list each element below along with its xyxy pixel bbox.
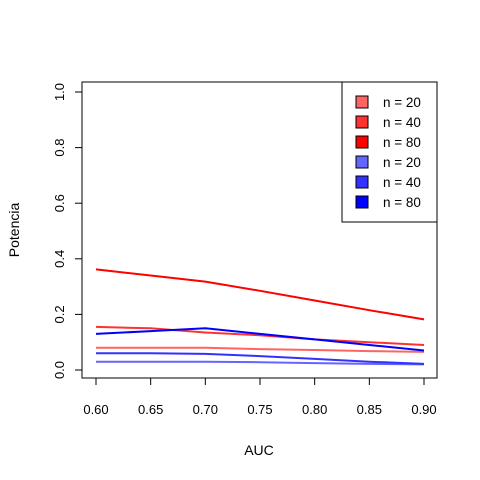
y-tick-label: 0.6: [52, 194, 67, 212]
series-line-6: [95, 327, 425, 352]
legend-swatch: [355, 135, 369, 149]
series-layer: [95, 268, 425, 366]
series-line-4: [96, 360, 425, 366]
x-tick-label: 0.80: [302, 402, 327, 417]
legend-swatch: [355, 115, 369, 129]
legend-label: n = 20: [383, 155, 421, 170]
x-tick-label: 0.65: [138, 402, 163, 417]
series-line-5: [96, 352, 425, 365]
legend-swatch: [355, 95, 369, 109]
legend-label: n = 20: [383, 95, 421, 110]
x-axis-title: AUC: [244, 442, 274, 458]
x-axis: 0.60 0.65 0.70 0.75 0.80 0.85 0.90: [83, 377, 437, 417]
x-tick-label: 0.85: [357, 402, 382, 417]
y-tick-label: 1.0: [52, 83, 67, 101]
x-tick-label: 0.90: [411, 402, 436, 417]
y-tick-label: 0.4: [52, 250, 67, 268]
legend-label: n = 80: [383, 135, 421, 150]
y-tick-label: 0.2: [52, 305, 67, 323]
series-line-1: [96, 346, 425, 353]
x-tick-label: 0.60: [83, 402, 108, 417]
series-line-3: [95, 268, 425, 321]
legend-label: n = 80: [383, 195, 421, 210]
y-axis: 0.0 0.2 0.4 0.6 0.8 1.0: [52, 83, 83, 379]
x-tick-label: 0.70: [193, 402, 218, 417]
x-tick-label: 0.75: [247, 402, 272, 417]
legend: n = 20 n = 40 n = 80 n = 20 n = 40 n = 80: [341, 81, 438, 223]
legend-swatch: [355, 195, 369, 209]
legend-label: n = 40: [383, 115, 421, 130]
legend-swatch: [355, 155, 369, 169]
legend-label: n = 40: [383, 175, 421, 190]
y-tick-label: 0.0: [52, 361, 67, 379]
y-tick-label: 0.8: [52, 139, 67, 157]
series-line-2: [95, 325, 425, 346]
y-axis-title: Potencia: [6, 203, 22, 258]
legend-swatch: [355, 175, 369, 189]
